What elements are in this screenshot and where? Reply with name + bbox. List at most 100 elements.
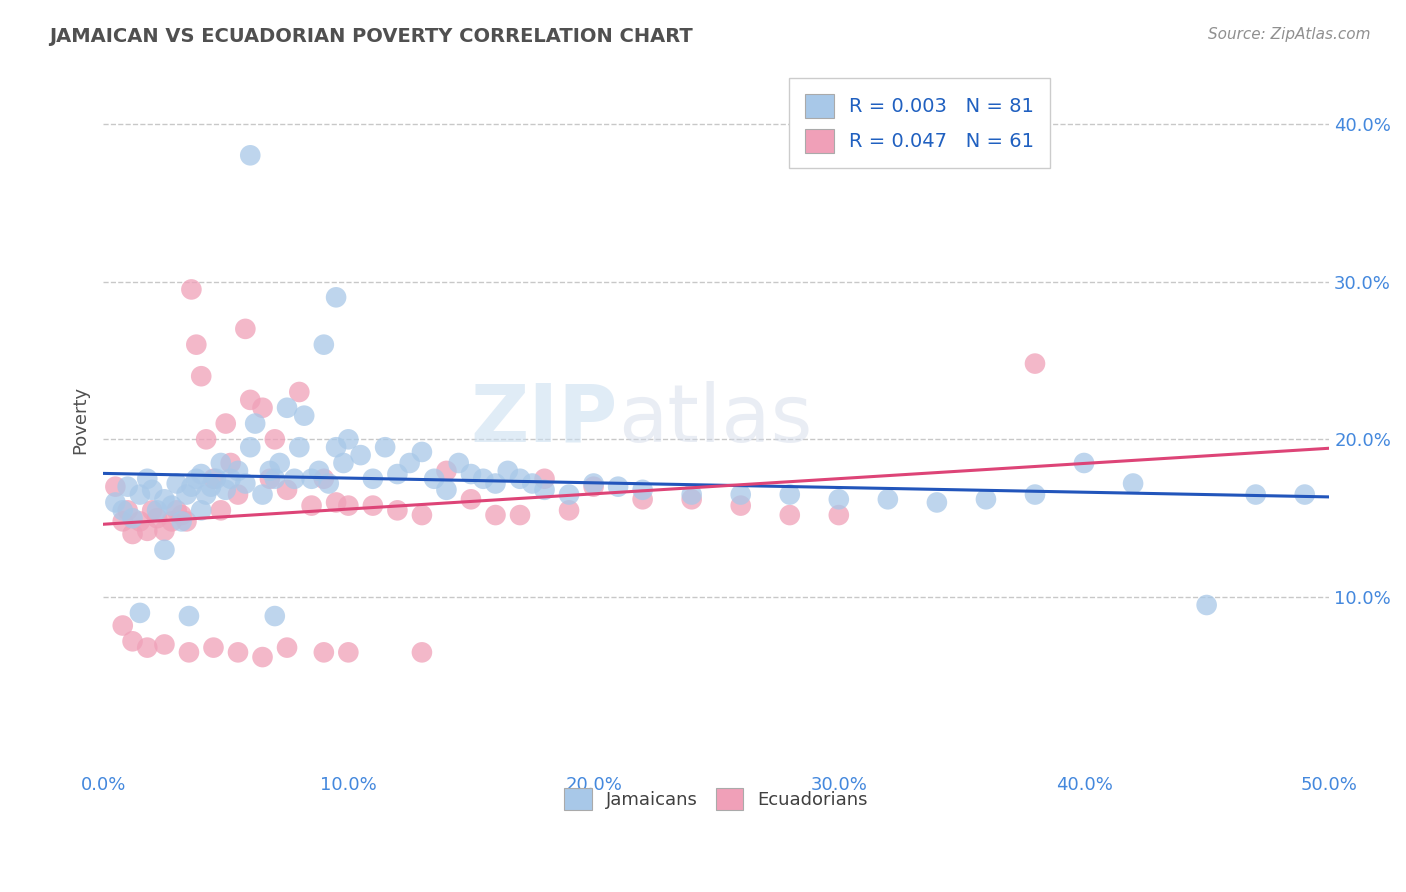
Point bbox=[195, 433, 218, 447]
Point bbox=[312, 472, 335, 486]
Point bbox=[153, 524, 176, 538]
Point bbox=[301, 472, 323, 486]
Point bbox=[160, 515, 183, 529]
Point bbox=[447, 456, 470, 470]
Point bbox=[153, 637, 176, 651]
Point bbox=[226, 464, 249, 478]
Point bbox=[186, 337, 208, 351]
Point bbox=[1122, 476, 1144, 491]
Point bbox=[117, 480, 139, 494]
Point bbox=[153, 542, 176, 557]
Point bbox=[104, 480, 127, 494]
Point bbox=[243, 417, 266, 431]
Point bbox=[177, 609, 200, 624]
Point bbox=[779, 487, 801, 501]
Point bbox=[215, 483, 238, 497]
Point bbox=[215, 417, 238, 431]
Point bbox=[925, 495, 948, 509]
Point bbox=[180, 480, 202, 494]
Point bbox=[209, 456, 232, 470]
Point bbox=[312, 645, 335, 659]
Point bbox=[177, 645, 200, 659]
Point bbox=[828, 508, 851, 522]
Point bbox=[190, 503, 212, 517]
Point bbox=[423, 472, 446, 486]
Point bbox=[202, 472, 225, 486]
Point bbox=[190, 369, 212, 384]
Point bbox=[974, 492, 997, 507]
Point bbox=[558, 503, 581, 517]
Point bbox=[509, 508, 531, 522]
Point bbox=[1294, 487, 1316, 501]
Point bbox=[202, 640, 225, 655]
Point bbox=[153, 492, 176, 507]
Point bbox=[681, 487, 703, 501]
Point bbox=[146, 511, 169, 525]
Point bbox=[235, 322, 257, 336]
Point bbox=[876, 492, 898, 507]
Point bbox=[111, 618, 134, 632]
Point bbox=[292, 409, 315, 423]
Point bbox=[337, 645, 360, 659]
Point bbox=[349, 448, 371, 462]
Point bbox=[631, 492, 654, 507]
Point bbox=[472, 472, 495, 486]
Point bbox=[259, 464, 281, 478]
Point bbox=[374, 440, 396, 454]
Point bbox=[209, 503, 232, 517]
Point bbox=[129, 606, 152, 620]
Point bbox=[288, 384, 311, 399]
Point bbox=[308, 464, 330, 478]
Point bbox=[730, 499, 752, 513]
Point bbox=[111, 503, 134, 517]
Legend: Jamaicans, Ecuadorians: Jamaicans, Ecuadorians bbox=[550, 774, 883, 825]
Point bbox=[681, 492, 703, 507]
Point bbox=[263, 433, 285, 447]
Point bbox=[484, 508, 506, 522]
Point bbox=[283, 472, 305, 486]
Point bbox=[239, 392, 262, 407]
Point bbox=[141, 503, 163, 517]
Point bbox=[104, 495, 127, 509]
Point bbox=[136, 472, 159, 486]
Point bbox=[141, 483, 163, 497]
Point bbox=[195, 487, 218, 501]
Point bbox=[730, 487, 752, 501]
Point bbox=[200, 480, 222, 494]
Point bbox=[312, 337, 335, 351]
Point bbox=[582, 480, 605, 494]
Point bbox=[325, 440, 347, 454]
Point bbox=[205, 472, 228, 486]
Point bbox=[496, 464, 519, 478]
Point bbox=[533, 472, 555, 486]
Point bbox=[398, 456, 420, 470]
Point bbox=[631, 483, 654, 497]
Point bbox=[361, 499, 384, 513]
Point bbox=[460, 492, 482, 507]
Point bbox=[276, 401, 298, 415]
Point bbox=[121, 527, 143, 541]
Point bbox=[582, 476, 605, 491]
Point bbox=[166, 503, 188, 517]
Point bbox=[190, 467, 212, 481]
Point bbox=[259, 472, 281, 486]
Point bbox=[387, 503, 409, 517]
Point bbox=[411, 645, 433, 659]
Point bbox=[180, 282, 202, 296]
Point bbox=[186, 472, 208, 486]
Point bbox=[411, 508, 433, 522]
Y-axis label: Poverty: Poverty bbox=[72, 385, 89, 454]
Point bbox=[219, 472, 242, 486]
Point bbox=[146, 503, 169, 517]
Point bbox=[121, 511, 143, 525]
Point bbox=[460, 467, 482, 481]
Point bbox=[509, 472, 531, 486]
Point bbox=[1073, 456, 1095, 470]
Text: ZIP: ZIP bbox=[471, 381, 619, 458]
Point bbox=[252, 401, 274, 415]
Point bbox=[129, 487, 152, 501]
Point bbox=[176, 487, 198, 501]
Point bbox=[1024, 487, 1046, 501]
Point bbox=[361, 472, 384, 486]
Point bbox=[252, 487, 274, 501]
